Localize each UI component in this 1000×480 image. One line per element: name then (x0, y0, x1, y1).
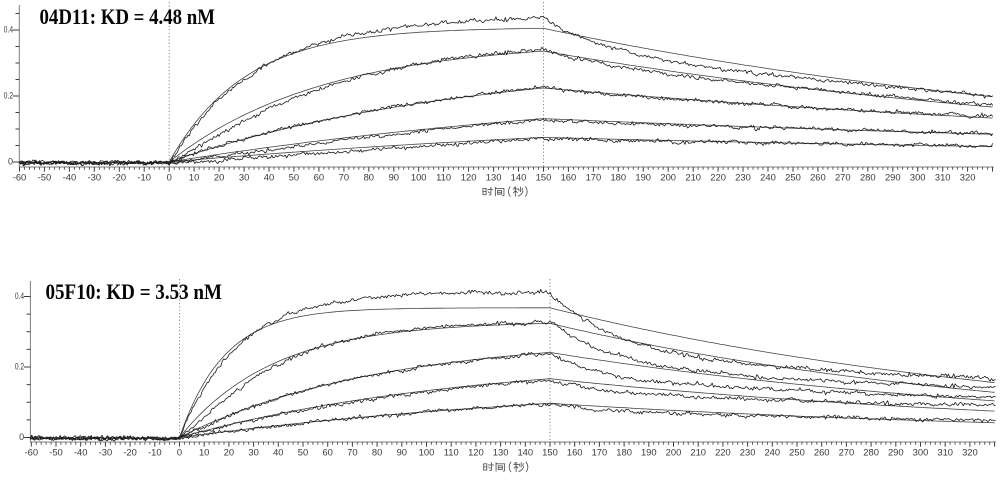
svg-text:0.2: 0.2 (4, 91, 13, 101)
svg-text:150: 150 (536, 171, 552, 182)
svg-text:0: 0 (8, 157, 13, 167)
svg-text:04D11: KD = 4.48 nM: 04D11: KD = 4.48 nM (40, 4, 216, 29)
svg-text:220: 220 (710, 171, 726, 182)
svg-text:110: 110 (444, 446, 459, 457)
svg-text:70: 70 (347, 446, 357, 457)
svg-text:20: 20 (224, 446, 234, 457)
svg-text:50: 50 (298, 446, 308, 457)
svg-text:240: 240 (764, 446, 780, 457)
svg-text:250: 250 (785, 171, 801, 182)
svg-text:160: 160 (561, 171, 577, 182)
svg-text:30: 30 (248, 446, 258, 457)
svg-text:140: 140 (511, 171, 527, 182)
svg-text:70: 70 (339, 171, 349, 182)
svg-text:230: 230 (740, 446, 756, 457)
svg-text:0.2: 0.2 (15, 362, 24, 372)
svg-text:270: 270 (835, 171, 851, 182)
svg-text:130: 130 (486, 171, 502, 182)
svg-text:170: 170 (592, 446, 608, 457)
svg-text:180: 180 (616, 446, 632, 457)
svg-text:-50: -50 (38, 171, 52, 182)
svg-text:-20: -20 (123, 446, 137, 457)
svg-text:90: 90 (397, 446, 407, 457)
svg-text:320: 320 (960, 171, 976, 182)
svg-text:-40: -40 (74, 446, 88, 457)
svg-text:250: 250 (789, 446, 805, 457)
svg-text:-20: -20 (113, 171, 127, 182)
svg-text:290: 290 (885, 171, 901, 182)
svg-text:120: 120 (468, 446, 484, 457)
svg-text:120: 120 (461, 171, 477, 182)
svg-text:300: 300 (910, 171, 926, 182)
svg-text:40: 40 (273, 446, 283, 457)
svg-text:210: 210 (690, 446, 706, 457)
svg-text:260: 260 (810, 171, 826, 182)
svg-text:0.4: 0.4 (4, 25, 13, 35)
svg-text:0: 0 (19, 432, 24, 442)
svg-text:-40: -40 (63, 171, 77, 182)
svg-text:260: 260 (814, 446, 830, 457)
svg-text:0: 0 (177, 446, 182, 457)
svg-text:310: 310 (935, 171, 951, 182)
svg-text:190: 190 (635, 171, 651, 182)
svg-text:80: 80 (364, 171, 374, 182)
svg-text:0: 0 (167, 171, 172, 182)
svg-text:60: 60 (322, 446, 332, 457)
svg-text:-30: -30 (88, 171, 102, 182)
svg-text:170: 170 (586, 171, 602, 182)
svg-text:-60: -60 (13, 171, 27, 182)
svg-text:0.4: 0.4 (15, 291, 24, 301)
svg-text:270: 270 (839, 446, 855, 457)
svg-text:-10: -10 (148, 446, 162, 457)
svg-text:100: 100 (419, 446, 435, 457)
svg-text:290: 290 (888, 446, 904, 457)
svg-text:280: 280 (860, 171, 876, 182)
svg-text:210: 210 (685, 171, 701, 182)
svg-text:300: 300 (913, 446, 929, 457)
svg-text:80: 80 (372, 446, 382, 457)
svg-text:100: 100 (411, 171, 427, 182)
svg-text:-60: -60 (25, 446, 39, 457)
svg-text:10: 10 (199, 446, 209, 457)
svg-text:200: 200 (660, 171, 676, 182)
svg-text:130: 130 (493, 446, 509, 457)
svg-text:90: 90 (389, 171, 399, 182)
svg-text:160: 160 (567, 446, 583, 457)
svg-text:150: 150 (542, 446, 558, 457)
svg-text:110: 110 (436, 171, 451, 182)
svg-text:180: 180 (610, 171, 626, 182)
svg-text:200: 200 (666, 446, 682, 457)
svg-text:20: 20 (214, 171, 224, 182)
svg-text:310: 310 (937, 446, 953, 457)
svg-text:140: 140 (517, 446, 533, 457)
svg-text:10: 10 (189, 171, 199, 182)
svg-text:40: 40 (264, 171, 274, 182)
svg-text:30: 30 (239, 171, 249, 182)
svg-text:05F10: KD = 3.53 nM: 05F10: KD = 3.53 nM (46, 279, 223, 304)
svg-text:50: 50 (289, 171, 299, 182)
svg-text:-50: -50 (49, 446, 63, 457)
svg-text:60: 60 (314, 171, 324, 182)
svg-text:320: 320 (962, 446, 978, 457)
svg-text:240: 240 (760, 171, 776, 182)
svg-text:-10: -10 (137, 171, 151, 182)
svg-text:190: 190 (641, 446, 657, 457)
svg-text:280: 280 (863, 446, 879, 457)
svg-text:-30: -30 (99, 446, 113, 457)
svg-text:230: 230 (735, 171, 751, 182)
svg-text:220: 220 (715, 446, 731, 457)
